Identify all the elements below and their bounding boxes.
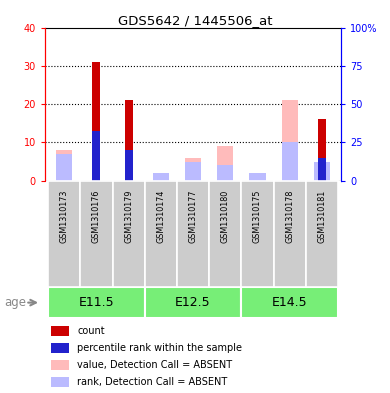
Text: age: age — [4, 296, 26, 309]
Bar — [306, 181, 338, 287]
Bar — [250, 173, 266, 181]
Bar — [80, 181, 112, 287]
Bar — [209, 181, 241, 287]
Text: value, Detection Call = ABSENT: value, Detection Call = ABSENT — [78, 360, 232, 370]
Bar — [48, 287, 145, 318]
Text: E14.5: E14.5 — [272, 296, 307, 309]
Bar — [56, 154, 72, 181]
Bar — [145, 287, 241, 318]
Bar — [48, 181, 80, 287]
Text: E11.5: E11.5 — [79, 296, 114, 309]
Bar — [318, 119, 326, 181]
Bar — [274, 181, 306, 287]
Bar — [51, 326, 69, 336]
Text: GDS5642 / 1445506_at: GDS5642 / 1445506_at — [118, 14, 272, 27]
Bar — [185, 158, 201, 181]
Bar — [318, 158, 326, 181]
Bar — [51, 343, 69, 353]
Text: GSM1310179: GSM1310179 — [124, 189, 133, 243]
Text: rank, Detection Call = ABSENT: rank, Detection Call = ABSENT — [78, 376, 228, 387]
Bar — [217, 165, 233, 181]
Bar — [314, 162, 330, 181]
Bar — [145, 181, 177, 287]
Bar — [153, 173, 169, 181]
Bar — [92, 131, 101, 181]
Bar — [124, 150, 133, 181]
Bar — [282, 142, 298, 181]
Bar — [241, 287, 338, 318]
Bar — [51, 360, 69, 370]
Bar — [112, 181, 145, 287]
Text: GSM1310176: GSM1310176 — [92, 189, 101, 242]
Bar — [177, 181, 209, 287]
Text: GSM1310181: GSM1310181 — [317, 189, 326, 242]
Bar — [185, 162, 201, 181]
Bar — [124, 100, 133, 181]
Bar — [217, 146, 233, 181]
Text: GSM1310180: GSM1310180 — [221, 189, 230, 242]
Bar — [282, 100, 298, 181]
Text: GSM1310175: GSM1310175 — [253, 189, 262, 243]
Text: GSM1310178: GSM1310178 — [285, 189, 294, 242]
Bar — [92, 62, 101, 181]
Text: GSM1310177: GSM1310177 — [188, 189, 198, 243]
Text: percentile rank within the sample: percentile rank within the sample — [78, 343, 243, 353]
Text: GSM1310174: GSM1310174 — [156, 189, 165, 242]
Text: E12.5: E12.5 — [175, 296, 211, 309]
Bar — [51, 377, 69, 387]
Bar — [56, 150, 72, 181]
Bar — [241, 181, 274, 287]
Text: GSM1310173: GSM1310173 — [60, 189, 69, 242]
Bar — [153, 173, 169, 181]
Text: count: count — [78, 326, 105, 336]
